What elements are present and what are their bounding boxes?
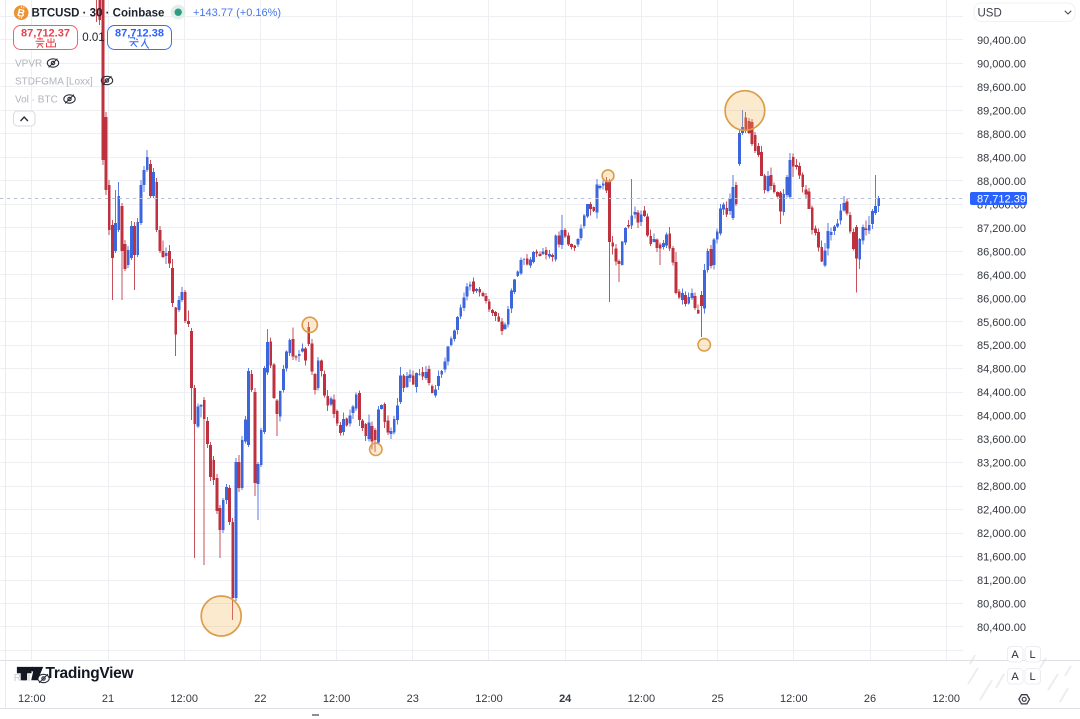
svg-text:12:00: 12:00	[323, 693, 351, 705]
svg-text:24: 24	[559, 693, 572, 705]
svg-text:87,200.00: 87,200.00	[977, 223, 1026, 235]
svg-text:USD: USD	[978, 8, 1002, 20]
svg-text:12:00: 12:00	[170, 693, 198, 705]
svg-text:88,800.00: 88,800.00	[977, 129, 1026, 141]
svg-text:0.01: 0.01	[82, 32, 104, 44]
svg-text:L: L	[1029, 671, 1035, 683]
svg-text:87,712.38: 87,712.38	[115, 28, 164, 40]
svg-text:12:00: 12:00	[780, 693, 808, 705]
svg-text:23: 23	[407, 693, 419, 705]
svg-text:VPVR: VPVR	[15, 59, 42, 70]
svg-text:TradingView: TradingView	[46, 665, 135, 682]
svg-text:L: L	[1029, 649, 1035, 661]
svg-text:86,000.00: 86,000.00	[977, 293, 1026, 305]
svg-text:89,600.00: 89,600.00	[977, 82, 1026, 94]
svg-text:85,600.00: 85,600.00	[977, 317, 1026, 329]
svg-text:84,400.00: 84,400.00	[977, 387, 1026, 399]
svg-text:+143.77 (+0.16%): +143.77 (+0.16%)	[193, 7, 281, 19]
svg-text:83,600.00: 83,600.00	[977, 434, 1026, 446]
svg-text:82,400.00: 82,400.00	[977, 505, 1026, 517]
svg-text:80,400.00: 80,400.00	[977, 622, 1026, 634]
svg-text:87,712.37: 87,712.37	[21, 28, 70, 40]
svg-text:84,000.00: 84,000.00	[977, 411, 1026, 423]
svg-text:81,200.00: 81,200.00	[977, 575, 1026, 587]
svg-text:12:00: 12:00	[932, 693, 960, 705]
svg-text:26: 26	[864, 693, 876, 705]
svg-text:85,200.00: 85,200.00	[977, 340, 1026, 352]
svg-text:83,200.00: 83,200.00	[977, 458, 1026, 470]
svg-text:88,400.00: 88,400.00	[977, 152, 1026, 164]
svg-text:90,000.00: 90,000.00	[977, 59, 1026, 71]
svg-text:81,600.00: 81,600.00	[977, 552, 1026, 564]
svg-text:84,800.00: 84,800.00	[977, 364, 1026, 376]
svg-text:82,000.00: 82,000.00	[977, 528, 1026, 540]
svg-text:22: 22	[254, 693, 266, 705]
svg-text:B: B	[16, 7, 26, 20]
svg-text:90,400.00: 90,400.00	[977, 35, 1026, 47]
svg-text:86,800.00: 86,800.00	[977, 246, 1026, 258]
svg-text:12:00: 12:00	[628, 693, 656, 705]
svg-text:82,800.00: 82,800.00	[977, 481, 1026, 493]
svg-text:88,000.00: 88,000.00	[977, 176, 1026, 188]
svg-text:12:00: 12:00	[18, 693, 46, 705]
svg-text:BTCUSD · 30 · Coinbase: BTCUSD · 30 · Coinbase	[32, 7, 165, 19]
svg-text:25: 25	[711, 693, 723, 705]
svg-text:A: A	[1011, 649, 1019, 661]
svg-text:89,200.00: 89,200.00	[977, 105, 1026, 117]
svg-text:A: A	[1011, 671, 1019, 683]
svg-text:Vol · BTC: Vol · BTC	[15, 95, 58, 106]
svg-text:87,712.39: 87,712.39	[977, 193, 1026, 205]
svg-text:86,400.00: 86,400.00	[977, 270, 1026, 282]
svg-text:80,800.00: 80,800.00	[977, 599, 1026, 611]
svg-text:12:00: 12:00	[475, 693, 503, 705]
svg-text:STDFGMA [Loxx]: STDFGMA [Loxx]	[15, 77, 93, 88]
svg-text:21: 21	[102, 693, 114, 705]
